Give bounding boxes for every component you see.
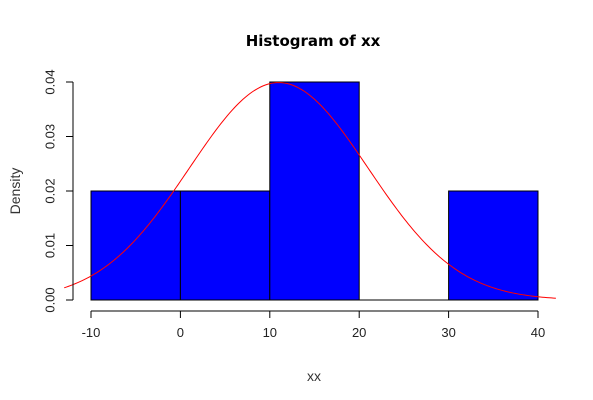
histogram-bar (448, 190, 539, 301)
x-tick-label: 20 (352, 325, 366, 340)
density-curve (64, 82, 556, 299)
y-tick-label: 0.03 (42, 124, 57, 149)
x-tick-label: 10 (263, 325, 277, 340)
x-tick-label: 30 (441, 325, 455, 340)
y-axis: 0.00 0.01 0.02 0.03 0.04 (42, 69, 74, 313)
x-tick-label: 40 (531, 325, 545, 340)
histogram-bar (269, 81, 360, 301)
y-tick-label: 0.01 (42, 233, 57, 258)
y-tick-label: 0.02 (42, 178, 57, 203)
chart-title: Histogram of xx (246, 32, 381, 50)
x-tick-label: 0 (177, 325, 184, 340)
x-axis-label: xx (307, 368, 321, 384)
x-tick-label: -10 (82, 325, 101, 340)
y-tick-label: 0.00 (42, 287, 57, 312)
histogram-bars (90, 81, 539, 301)
histogram-bar (179, 190, 271, 301)
y-axis-label: Density (7, 168, 23, 215)
histogram-bar (90, 190, 181, 301)
y-tick-label: 0.04 (42, 69, 57, 94)
x-axis: -10 0 10 20 30 40 (82, 310, 545, 340)
